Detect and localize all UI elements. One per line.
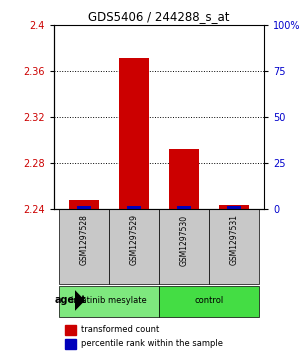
Bar xyxy=(59,286,159,317)
Text: imatinib mesylate: imatinib mesylate xyxy=(71,296,147,305)
Bar xyxy=(159,209,209,284)
Bar xyxy=(127,207,141,209)
Text: percentile rank within the sample: percentile rank within the sample xyxy=(81,339,223,348)
Bar xyxy=(77,207,91,209)
Bar xyxy=(227,207,241,209)
Text: control: control xyxy=(194,296,224,305)
Text: transformed count: transformed count xyxy=(81,326,160,334)
Text: GSM1297531: GSM1297531 xyxy=(230,215,238,265)
Bar xyxy=(69,200,99,209)
Polygon shape xyxy=(75,290,85,311)
Bar xyxy=(64,325,76,335)
Bar xyxy=(159,286,259,317)
Text: GSM1297529: GSM1297529 xyxy=(130,215,139,265)
Title: GDS5406 / 244288_s_at: GDS5406 / 244288_s_at xyxy=(88,10,230,23)
Bar xyxy=(169,150,199,209)
Bar xyxy=(109,209,159,284)
Text: agent: agent xyxy=(55,295,87,306)
Bar xyxy=(64,339,76,349)
Bar xyxy=(119,58,149,209)
Bar xyxy=(177,207,191,209)
Text: GSM1297530: GSM1297530 xyxy=(179,215,188,266)
Bar xyxy=(219,205,249,209)
Bar xyxy=(59,209,109,284)
Bar xyxy=(209,209,259,284)
Text: GSM1297528: GSM1297528 xyxy=(80,215,88,265)
